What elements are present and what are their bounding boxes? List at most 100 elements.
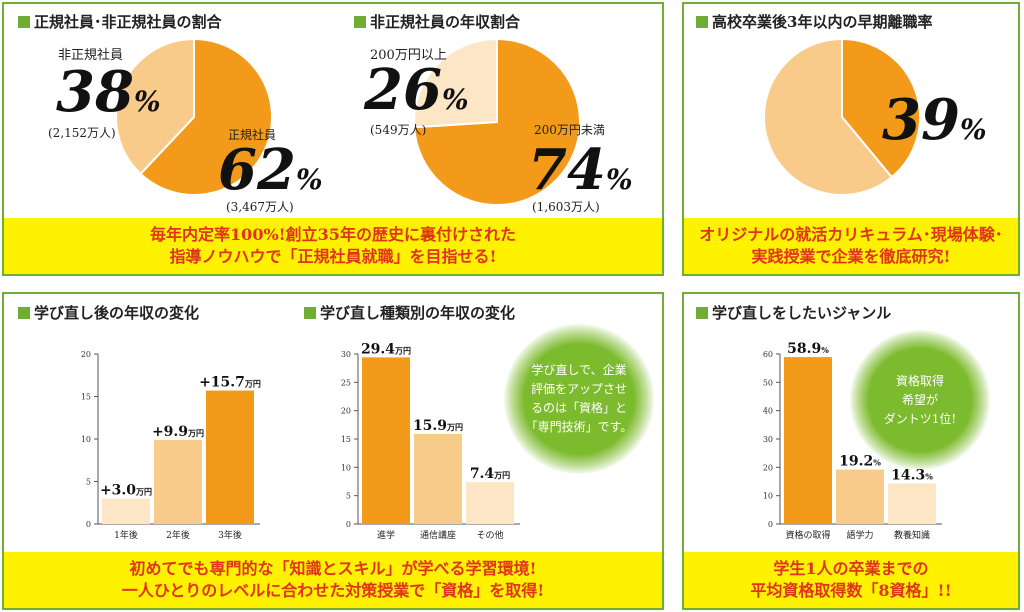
bar xyxy=(102,498,150,524)
bubble-relearning: 学び直しで、企業 評価をアップさせ るのは「資格」と 「専門技術」です。 xyxy=(504,324,654,474)
banner-employment: 毎年内定率100%!創立35年の歴史に裏付けされた 指導ノウハウで「正規社員就職… xyxy=(4,218,662,274)
bar xyxy=(836,469,884,524)
banner-line-1: 学生1人の卒業までの xyxy=(773,559,929,578)
bubble-line-2: 評価をアップさせ xyxy=(530,382,627,396)
panel-title-income-change: 学び直し後の年収の変化 xyxy=(18,302,199,323)
y-tick-label: 25 xyxy=(341,378,351,387)
label-nonregular: 非正規社員 xyxy=(58,48,124,63)
panel-title-employment-ratio: 正規社員･非正規社員の割合 xyxy=(18,11,222,32)
banner-line-2: 一人ひとりのレベルに合わせた対策授業で「資格」を取得! xyxy=(121,581,545,600)
y-tick-label: 0 xyxy=(768,520,773,529)
pie-slice-1 xyxy=(139,37,273,196)
panel-employment: 正規社員･非正規社員の割合 非正規社員の年収割合 非正規社員 38% (2,15… xyxy=(2,2,664,276)
pct-regular: 62% xyxy=(218,137,323,203)
bar xyxy=(466,482,514,524)
bar xyxy=(888,483,936,524)
panel-title-genre: 学び直しをしたいジャンル xyxy=(696,302,891,323)
banner-line-2: 指導ノウハウで「正規社員就職」を目指せる! xyxy=(169,247,497,266)
bar-value-label: 15.9万円 xyxy=(413,418,463,434)
y-tick-label: 40 xyxy=(763,407,773,416)
bubble-line-1: 資格取得 xyxy=(895,373,944,388)
y-tick-label: 15 xyxy=(81,393,91,402)
x-tick-label: 資格の取得 xyxy=(785,529,830,541)
label-regular: 正規社員 xyxy=(228,128,277,142)
x-tick-label: 2年後 xyxy=(166,529,190,541)
panel-genre: 学び直しをしたいジャンル 0 10 20 30 40 50 60 資格の取得 58.9% 語学力 1… xyxy=(682,292,1020,610)
x-tick-label: 進学 xyxy=(377,529,395,541)
pct-under-200: 74% xyxy=(528,137,633,203)
bar-value-label: 58.9% xyxy=(787,341,829,357)
pct-turnover: 39% xyxy=(882,87,987,153)
label-under-200: 200万円未満 xyxy=(534,123,605,137)
y-tick-label: 20 xyxy=(81,350,91,359)
x-tick-label: 語学力 xyxy=(846,529,873,541)
pie-slice-2 xyxy=(115,37,195,176)
bubble-line-1: 学び直しで、企業 xyxy=(531,363,627,377)
count-under-200: (1,603万人) xyxy=(532,200,600,214)
banner-line-2: 実践授業で企業を徹底研究! xyxy=(751,247,951,266)
bar-value-label: 19.2% xyxy=(839,454,881,470)
y-tick-label: 5 xyxy=(346,492,351,501)
bar-value-label: 29.4万円 xyxy=(361,341,411,357)
bubble-line-3: ダントツ1位! xyxy=(883,411,957,426)
panel-title-nonregular-income: 非正規社員の年収割合 xyxy=(354,11,520,32)
bubble-genre: 資格取得 希望が ダントツ1位! xyxy=(850,330,990,470)
banner-relearning: 初めてでも専門的な「知識とスキル」が学べる学習環境! 一人ひとりのレベルに合わせ… xyxy=(4,552,662,608)
bar-value-label: 7.4万円 xyxy=(470,466,510,482)
bar xyxy=(154,439,202,524)
bar-value-label: +9.9万円 xyxy=(152,424,204,440)
y-tick-label: 0 xyxy=(346,520,351,529)
x-tick-label: 3年後 xyxy=(218,529,242,541)
banner-line-2: 平均資格取得数「8資格」!! xyxy=(750,581,952,600)
y-tick-label: 20 xyxy=(341,407,351,416)
y-tick-label: 10 xyxy=(763,492,773,501)
panel-title-income-by-type: 学び直し種類別の年収の変化 xyxy=(304,302,515,323)
banner-line-1: 毎年内定率100%!創立35年の歴史に裏付けされた xyxy=(150,225,516,244)
x-tick-label: その他 xyxy=(476,529,503,541)
count-nonregular: (2,152万人) xyxy=(48,126,116,140)
y-tick-label: 30 xyxy=(341,350,351,359)
bar xyxy=(206,390,254,524)
panel-relearning-income: 学び直し後の年収の変化 学び直し種類別の年収の変化 0 5 10 15 20 1年後 +3.… xyxy=(2,292,664,610)
banner-line-1: オリジナルの就活カリキュラム･現場体験･ xyxy=(699,225,1003,244)
y-tick-label: 30 xyxy=(763,435,773,444)
pie-turnover xyxy=(763,37,921,196)
banner-turnover: オリジナルの就活カリキュラム･現場体験･ 実践授業で企業を徹底研究! xyxy=(684,218,1018,274)
bubble-line-3: るのは「資格」と xyxy=(530,401,627,415)
pie-slice-2 xyxy=(413,37,498,129)
bar-value-label: +15.7万円 xyxy=(199,375,261,391)
bar xyxy=(414,433,462,524)
y-tick-label: 50 xyxy=(763,378,773,387)
y-tick-label: 0 xyxy=(86,520,91,529)
label-over-200: 200万円以上 xyxy=(370,48,447,63)
banner-genre: 学生1人の卒業までの 平均資格取得数「8資格」!! xyxy=(684,552,1018,608)
panel-turnover: 高校卒業後3年以内の早期離職率 39% オリジナルの就活カリキュラム･現場体験･… xyxy=(682,2,1020,276)
pie-income xyxy=(413,37,581,206)
count-regular: (3,467万人) xyxy=(226,200,294,214)
x-tick-label: 教養知識 xyxy=(894,529,930,541)
y-tick-label: 10 xyxy=(81,435,91,444)
count-over-200: (549万人) xyxy=(370,123,427,137)
bar-chart-income-change: 0 5 10 15 20 1年後 +3.0万円 2年後 +9.9万円 3年後 +15.7万円 xyxy=(81,350,261,541)
bubble-line-2: 希望が xyxy=(901,392,938,407)
pie-employment xyxy=(115,37,273,196)
pct-over-200: 26% xyxy=(364,57,469,123)
bar xyxy=(362,357,410,524)
bubble-line-4: 「専門技術」です。 xyxy=(525,420,633,434)
y-tick-label: 5 xyxy=(86,478,91,487)
banner-line-1: 初めてでも専門的な「知識とスキル」が学べる学習環境! xyxy=(129,559,537,578)
y-tick-label: 15 xyxy=(341,435,351,444)
pct-nonregular: 38% xyxy=(56,59,161,125)
bar-value-label: +3.0万円 xyxy=(100,483,152,499)
bar-chart-genre: 0 10 20 30 40 50 60 資格の取得 58.9% 語学力 19.2% 教養知識 14.3% xyxy=(763,341,942,541)
y-tick-label: 20 xyxy=(763,463,773,472)
pie-slice-2 xyxy=(763,37,894,196)
pie-slice-1 xyxy=(841,37,921,179)
x-tick-label: 1年後 xyxy=(114,529,138,541)
panel-title-turnover: 高校卒業後3年以内の早期離職率 xyxy=(696,11,932,32)
y-tick-label: 60 xyxy=(763,350,773,359)
bar-value-label: 14.3% xyxy=(891,467,933,483)
x-tick-label: 通信講座 xyxy=(420,529,456,541)
bar xyxy=(784,357,832,524)
